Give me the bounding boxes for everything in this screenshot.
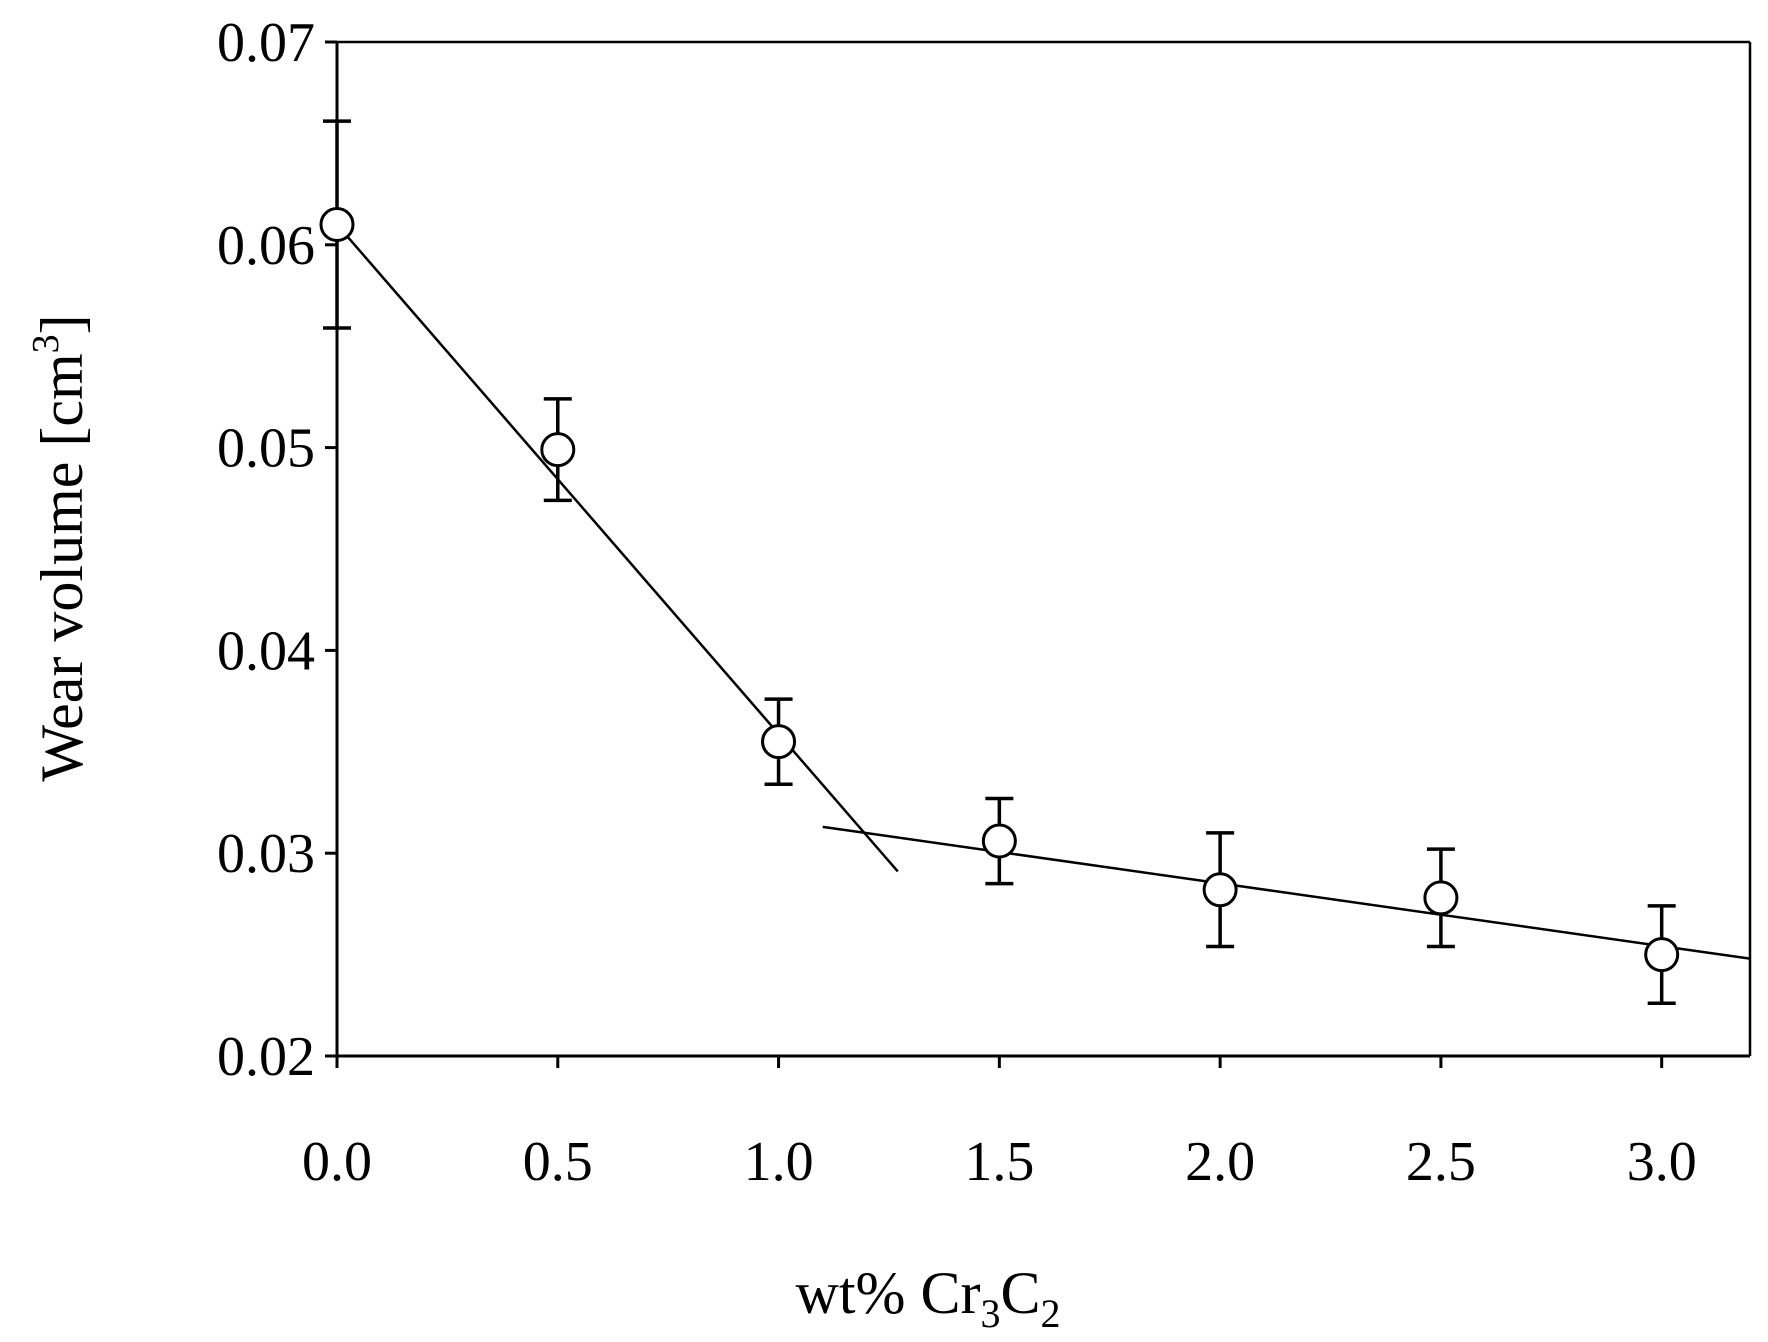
data-point <box>981 823 1017 859</box>
y-tick-label: 0.06 <box>217 215 315 277</box>
x-axis-title: wt% Cr3C2 <box>795 1260 1060 1336</box>
data-point <box>1202 872 1238 908</box>
x-axis-title-subscript-1: 3 <box>980 1291 1000 1336</box>
fit-line-trend-shallow <box>822 825 1751 960</box>
data-point <box>1423 880 1459 916</box>
y-axis-title: Wear volume [cm3] <box>25 314 95 781</box>
fit-lines <box>336 223 1751 960</box>
x-tick-label: 3.0 <box>1627 1131 1697 1193</box>
x-tick-label: 2.5 <box>1406 1131 1476 1193</box>
y-tick-label: 0.07 <box>217 12 315 74</box>
x-tick-label: 1.5 <box>964 1131 1034 1193</box>
y-tick-label: 0.03 <box>217 823 315 885</box>
fit-line-trend-steep <box>336 223 899 873</box>
data-point <box>319 207 355 243</box>
y-tick-label: 0.05 <box>217 418 315 480</box>
error-bars <box>323 119 1676 1006</box>
y-axis-title-superscript: 3 <box>25 334 67 353</box>
data-point <box>1644 937 1680 973</box>
data-points <box>319 207 1680 973</box>
x-axis-title-subscript-2: 2 <box>1041 1291 1061 1336</box>
data-point <box>761 724 797 760</box>
y-tick-label: 0.04 <box>217 620 315 682</box>
x-tick-label: 0.0 <box>302 1131 372 1193</box>
data-point <box>540 432 576 468</box>
y-axis: 0.02 0.03 0.04 0.05 0.06 0.07 <box>217 12 337 1088</box>
x-tick-label: 0.5 <box>523 1131 593 1193</box>
plot-frame <box>335 40 1752 1058</box>
y-tick-label: 0.02 <box>217 1026 315 1088</box>
x-tick-label: 1.0 <box>744 1131 814 1193</box>
x-tick-label: 2.0 <box>1185 1131 1255 1193</box>
x-axis: 0.0 0.5 1.0 1.5 2.0 2.5 3.0 <box>302 1056 1697 1193</box>
